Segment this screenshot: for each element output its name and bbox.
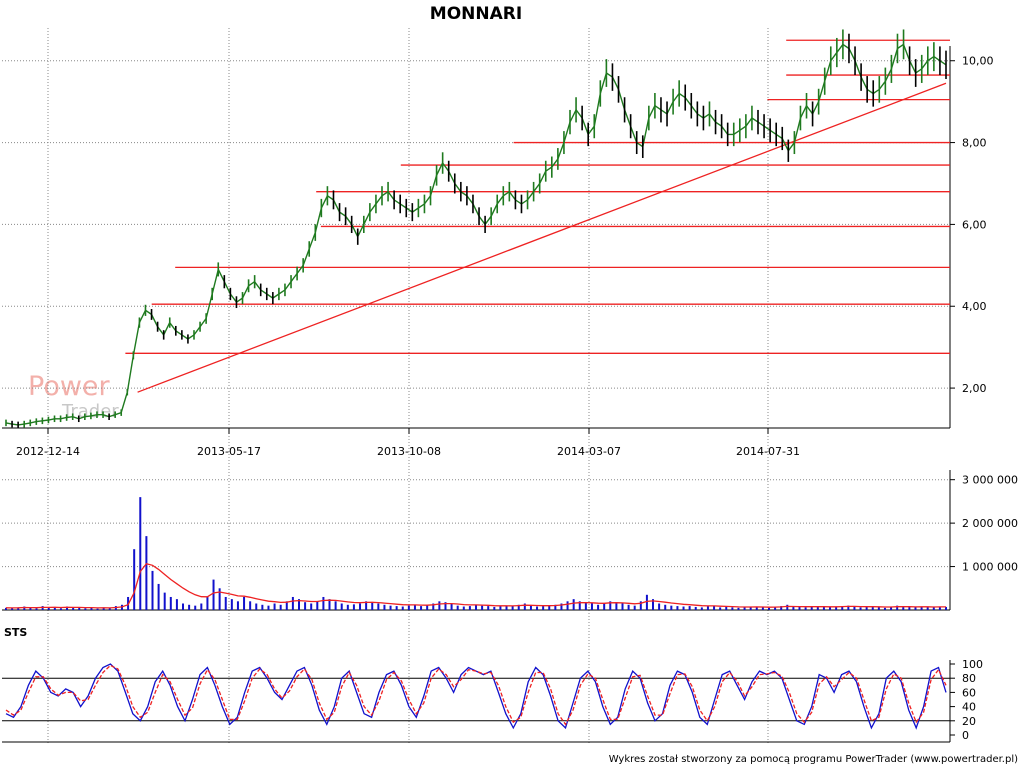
price-panel: 2012-12-14 2013-05-17 2013-10-08 2014-03-07…: [2, 28, 994, 745]
y-tick-label: 4,00: [962, 300, 987, 313]
y-tick-label: 2,00: [962, 382, 987, 395]
footer-credit: Wykres został stworzony za pomocą progra…: [609, 754, 1018, 765]
volume-average-line: [5, 562, 946, 609]
y-tick-label: 8,00: [962, 137, 987, 150]
y-tick-label: 6,00: [962, 218, 987, 231]
volume-tick-label: 1 000 000: [962, 561, 1018, 574]
sts-tick-label: 80: [962, 672, 976, 685]
trend-line: [137, 82, 947, 393]
y-tick-label: 10,00: [962, 55, 994, 68]
volume-tick-label: 2 000 000: [962, 517, 1018, 530]
price-series-line: [5, 43, 947, 426]
x-tick-label: 2013-10-08: [377, 445, 441, 458]
sts-d-line: [5, 664, 947, 726]
watermark-line-2: Trader: [61, 401, 119, 422]
chart-title: MONNARI: [430, 4, 522, 24]
sts-k-line: [5, 663, 947, 730]
sts-tick-label: 0: [962, 729, 969, 742]
volume-panel: 1 000 000 2 000 000 3 000 000: [2, 470, 1018, 611]
watermark-line-1: Power: [28, 371, 111, 402]
x-tick-label: 2014-03-07: [557, 445, 621, 458]
x-tick-label: 2013-05-17: [197, 445, 261, 458]
powertrader-watermark: Power Trader: [28, 371, 119, 422]
x-tick-label: 2014-07-31: [736, 445, 800, 458]
sts-panel-label: STS: [4, 626, 27, 639]
volume-tick-label: 3 000 000: [962, 474, 1018, 487]
sts-tick-label: 40: [962, 701, 976, 714]
sts-tick-label: 100: [962, 658, 983, 671]
sts-tick-label: 20: [962, 715, 976, 728]
sts-tick-label: 60: [962, 686, 976, 699]
x-tick-label: 2012-12-14: [16, 445, 80, 458]
